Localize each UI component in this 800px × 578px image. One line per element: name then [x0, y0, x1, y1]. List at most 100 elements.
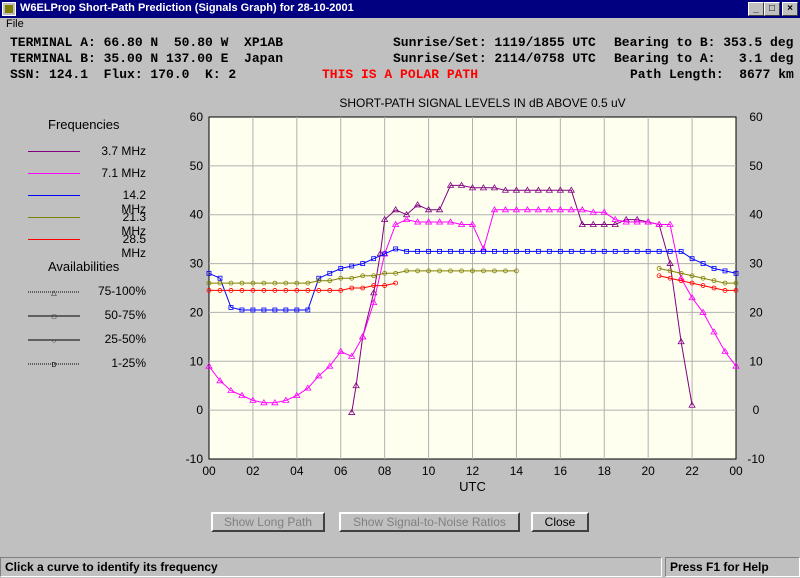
- availability-legend-label: 50-75%: [104, 308, 146, 322]
- data-point: [501, 206, 510, 213]
- frequency-legend-label: 3.7 MHz: [101, 144, 146, 158]
- x-tick-label: 00: [729, 464, 743, 478]
- data-point: [699, 308, 707, 315]
- data-point: [623, 248, 629, 254]
- y-tick-label-left: 0: [196, 403, 203, 417]
- data-point: [601, 248, 607, 254]
- data-point: [393, 280, 399, 286]
- data-point: [238, 391, 246, 398]
- frequency-legend-line: [28, 173, 80, 174]
- data-point: [294, 280, 300, 286]
- y-tick-label-left: -10: [186, 452, 204, 466]
- data-point: [424, 206, 433, 213]
- data-point: [239, 280, 245, 286]
- app-icon[interactable]: [2, 2, 16, 16]
- data-point: [371, 256, 377, 262]
- data-point: [600, 220, 608, 227]
- data-point: [272, 288, 278, 293]
- data-point: [348, 408, 356, 415]
- title-bar: W6ELProp Short-Path Prediction (Signals …: [0, 0, 800, 18]
- data-point: [404, 248, 410, 254]
- data-point: [369, 289, 378, 296]
- bearing-to-a: Bearing to A: 3.1 deg: [614, 51, 794, 66]
- series-line: [209, 270, 517, 284]
- data-point: [283, 288, 289, 293]
- data-point: [250, 288, 256, 293]
- data-point: [206, 270, 212, 276]
- data-point: [283, 280, 289, 286]
- bearing-to-b: Bearing to B: 353.5 deg: [614, 35, 794, 50]
- data-point: [524, 248, 530, 254]
- data-point: [250, 307, 256, 313]
- data-point: [722, 268, 728, 274]
- data-point: [413, 218, 422, 225]
- data-point: [283, 307, 289, 313]
- data-point: [282, 396, 290, 403]
- data-point: [260, 399, 268, 406]
- data-point: [490, 184, 499, 191]
- data-point: [382, 251, 388, 257]
- x-tick-label: 08: [378, 464, 392, 478]
- frequencies-title: Frequencies: [48, 117, 120, 132]
- data-point: [404, 268, 410, 274]
- data-point: [468, 184, 477, 191]
- maximize-button[interactable]: □: [764, 2, 780, 16]
- data-point: [656, 266, 662, 271]
- data-point: [534, 206, 543, 213]
- x-tick-label: 02: [246, 464, 260, 478]
- data-point: [415, 268, 421, 274]
- close-button[interactable]: Close: [531, 512, 589, 532]
- menu-file[interactable]: File: [6, 18, 24, 30]
- data-point: [393, 270, 399, 276]
- data-point: [678, 270, 684, 276]
- data-point: [239, 288, 245, 293]
- signal-levels-chart[interactable]: SHORT-PATH SIGNAL LEVELS IN dB ABOVE 0.5…: [186, 93, 785, 494]
- y-tick-label-right: 20: [749, 305, 763, 319]
- data-point: [545, 206, 554, 213]
- data-point: [294, 307, 300, 313]
- data-point: [369, 298, 378, 306]
- data-point: [435, 218, 444, 225]
- close-window-button[interactable]: ×: [782, 2, 798, 16]
- data-point: [700, 275, 706, 281]
- series-line: [208, 209, 737, 404]
- data-point: [327, 288, 333, 293]
- data-point: [733, 270, 739, 276]
- availability-legend-label: 25-50%: [104, 332, 146, 346]
- data-point: [579, 248, 585, 254]
- data-point: [382, 283, 388, 288]
- data-point: [382, 270, 388, 276]
- data-point: [557, 248, 563, 254]
- data-point: [239, 307, 245, 313]
- data-point: [514, 268, 519, 274]
- data-point: [578, 220, 586, 227]
- data-point: [393, 246, 399, 252]
- data-point: [435, 206, 444, 213]
- data-point: [380, 215, 389, 223]
- data-point: [228, 280, 234, 286]
- data-point: [534, 186, 543, 193]
- data-point: [589, 220, 597, 227]
- show-long-path-button[interactable]: Show Long Path: [211, 512, 325, 532]
- y-tick-label-left: 60: [190, 110, 204, 124]
- data-point: [600, 208, 608, 215]
- data-point: [644, 218, 652, 225]
- data-point: [545, 186, 554, 193]
- data-point: [523, 206, 532, 213]
- data-point: [326, 362, 334, 369]
- data-point: [700, 261, 706, 266]
- data-point: [271, 399, 279, 406]
- solar-info: SSN: 124.1 Flux: 170.0 K: 2: [10, 67, 237, 82]
- data-point: [413, 201, 422, 208]
- data-point: [206, 280, 212, 286]
- x-tick-label: 16: [554, 464, 568, 478]
- data-point: [446, 181, 455, 188]
- y-tick-label-left: 30: [190, 257, 204, 271]
- data-point: [305, 288, 311, 293]
- data-point: [722, 288, 728, 293]
- data-point: [678, 278, 684, 284]
- show-snr-button[interactable]: Show Signal-to-Noise Ratios: [339, 512, 520, 532]
- minimize-button[interactable]: _: [748, 2, 764, 16]
- x-tick-label: 22: [685, 464, 699, 478]
- data-point: [567, 206, 576, 213]
